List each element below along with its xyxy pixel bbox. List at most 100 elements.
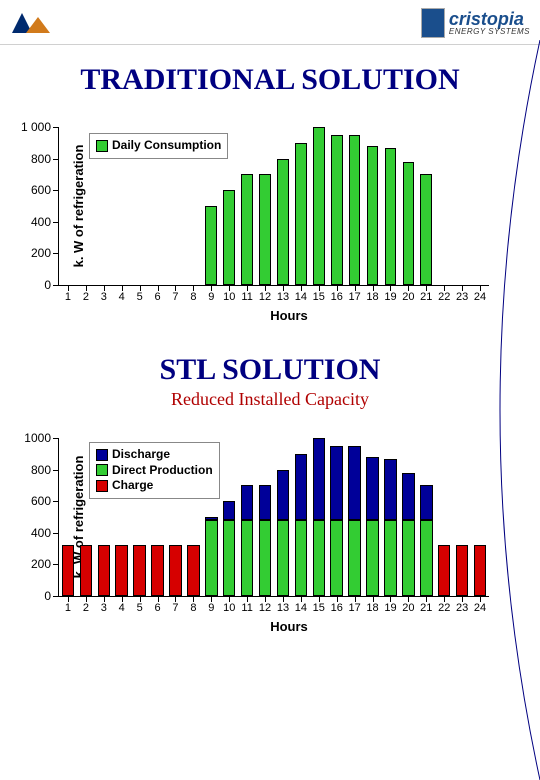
bar bbox=[277, 159, 289, 285]
bar-segment bbox=[187, 545, 200, 596]
x-tick-label: 12 bbox=[259, 285, 271, 303]
bar bbox=[259, 174, 271, 285]
y-tick-label: 800 bbox=[31, 463, 59, 477]
legend-swatch bbox=[96, 464, 108, 476]
bar-segment bbox=[259, 485, 272, 520]
x-tick-label: 2 bbox=[83, 596, 89, 614]
bar bbox=[349, 135, 361, 285]
y-tick-label: 0 bbox=[44, 589, 59, 603]
x-tick-label: 19 bbox=[384, 285, 396, 303]
bar-segment bbox=[366, 520, 379, 596]
legend-label: Discharge bbox=[112, 447, 170, 463]
legend-label: Charge bbox=[112, 478, 153, 494]
x-tick-label: 3 bbox=[101, 285, 107, 303]
y-tick-label: 1 000 bbox=[21, 120, 59, 134]
x-tick-label: 9 bbox=[208, 285, 214, 303]
x-tick-label: 8 bbox=[190, 596, 196, 614]
bar-segment bbox=[313, 520, 326, 596]
x-tick-label: 24 bbox=[474, 285, 486, 303]
y-tick-label: 1000 bbox=[24, 431, 59, 445]
triangle-logo-icon bbox=[10, 8, 60, 40]
x-tick-label: 20 bbox=[402, 285, 414, 303]
bar-segment bbox=[348, 520, 361, 596]
bar-segment bbox=[205, 517, 218, 520]
x-tick-label: 5 bbox=[137, 285, 143, 303]
bar-segment bbox=[456, 545, 469, 596]
legend: DischargeDirect ProductionCharge bbox=[89, 442, 220, 499]
y-tick-label: 400 bbox=[31, 526, 59, 540]
x-tick-label: 11 bbox=[241, 285, 252, 303]
x-tick-label: 19 bbox=[384, 596, 396, 614]
x-tick-label: 16 bbox=[331, 285, 343, 303]
bar bbox=[313, 127, 325, 285]
x-tick-label: 15 bbox=[313, 596, 325, 614]
bar bbox=[241, 174, 253, 285]
bar bbox=[331, 135, 343, 285]
bar bbox=[295, 143, 307, 285]
x-tick-label: 20 bbox=[402, 596, 414, 614]
x-tick-label: 18 bbox=[366, 596, 378, 614]
legend-item: Discharge bbox=[96, 447, 213, 463]
right-logo-main: cristopia bbox=[449, 10, 530, 28]
x-tick-label: 14 bbox=[295, 596, 307, 614]
chart1-plot-area: k. W of refrigeration02004006008001 0001… bbox=[58, 127, 489, 286]
x-tick-label: 15 bbox=[313, 285, 325, 303]
title-traditional: TRADITIONAL SOLUTION bbox=[0, 63, 540, 97]
bar-segment bbox=[402, 473, 415, 520]
legend-item: Charge bbox=[96, 478, 213, 494]
bar-segment bbox=[62, 545, 75, 596]
right-logo-icon bbox=[421, 8, 445, 38]
bar-segment bbox=[259, 520, 272, 596]
right-logo: cristopia ENERGY SYSTEMS bbox=[421, 8, 530, 38]
bar-segment bbox=[330, 520, 343, 596]
subtitle-stl: Reduced Installed Capacity bbox=[0, 389, 540, 410]
legend-swatch bbox=[96, 449, 108, 461]
bar bbox=[403, 162, 415, 285]
bar-segment bbox=[151, 545, 164, 596]
bar-segment bbox=[223, 501, 236, 520]
x-tick-label: 7 bbox=[172, 285, 178, 303]
chart-stl: k. W of refrigeration0200400600800100012… bbox=[58, 438, 520, 634]
x-tick-label: 22 bbox=[438, 285, 450, 303]
x-tick-label: 21 bbox=[420, 285, 432, 303]
y-tick-label: 200 bbox=[31, 557, 59, 571]
x-tick-label: 4 bbox=[119, 285, 125, 303]
chart2-plot-area: k. W of refrigeration0200400600800100012… bbox=[58, 438, 489, 597]
bar-segment bbox=[330, 446, 343, 520]
legend-label: Direct Production bbox=[112, 463, 213, 479]
x-tick-label: 13 bbox=[277, 285, 289, 303]
x-tick-label: 14 bbox=[295, 285, 307, 303]
bar-segment bbox=[348, 446, 361, 520]
bar bbox=[223, 190, 235, 285]
x-tick-label: 13 bbox=[277, 596, 289, 614]
bar-segment bbox=[80, 545, 93, 596]
bar-segment bbox=[241, 485, 254, 520]
bar-segment bbox=[402, 520, 415, 596]
bar-segment bbox=[474, 545, 487, 596]
bar-segment bbox=[115, 545, 128, 596]
x-tick-label: 5 bbox=[137, 596, 143, 614]
header: cristopia ENERGY SYSTEMS bbox=[0, 0, 540, 45]
x-tick-label: 8 bbox=[190, 285, 196, 303]
x-tick-label: 18 bbox=[366, 285, 378, 303]
x-tick-label: 7 bbox=[172, 596, 178, 614]
x-tick-label: 17 bbox=[349, 596, 361, 614]
x-tick-label: 17 bbox=[349, 285, 361, 303]
y-tick-label: 600 bbox=[31, 183, 59, 197]
bar-segment bbox=[277, 470, 290, 521]
x-tick-label: 6 bbox=[154, 596, 160, 614]
bar-segment bbox=[98, 545, 111, 596]
bar-segment bbox=[384, 459, 397, 521]
bar-segment bbox=[169, 545, 182, 596]
left-logo bbox=[10, 8, 60, 40]
legend-item: Daily Consumption bbox=[96, 138, 221, 154]
legend: Daily Consumption bbox=[89, 133, 228, 159]
bar-segment bbox=[277, 520, 290, 596]
chart1-xlabel: Hours bbox=[58, 308, 520, 323]
bar-segment bbox=[438, 545, 451, 596]
legend-label: Daily Consumption bbox=[112, 138, 221, 154]
chart2-xlabel: Hours bbox=[58, 619, 520, 634]
chart-traditional: k. W of refrigeration02004006008001 0001… bbox=[58, 127, 520, 323]
y-tick-label: 600 bbox=[31, 494, 59, 508]
x-tick-label: 4 bbox=[119, 596, 125, 614]
